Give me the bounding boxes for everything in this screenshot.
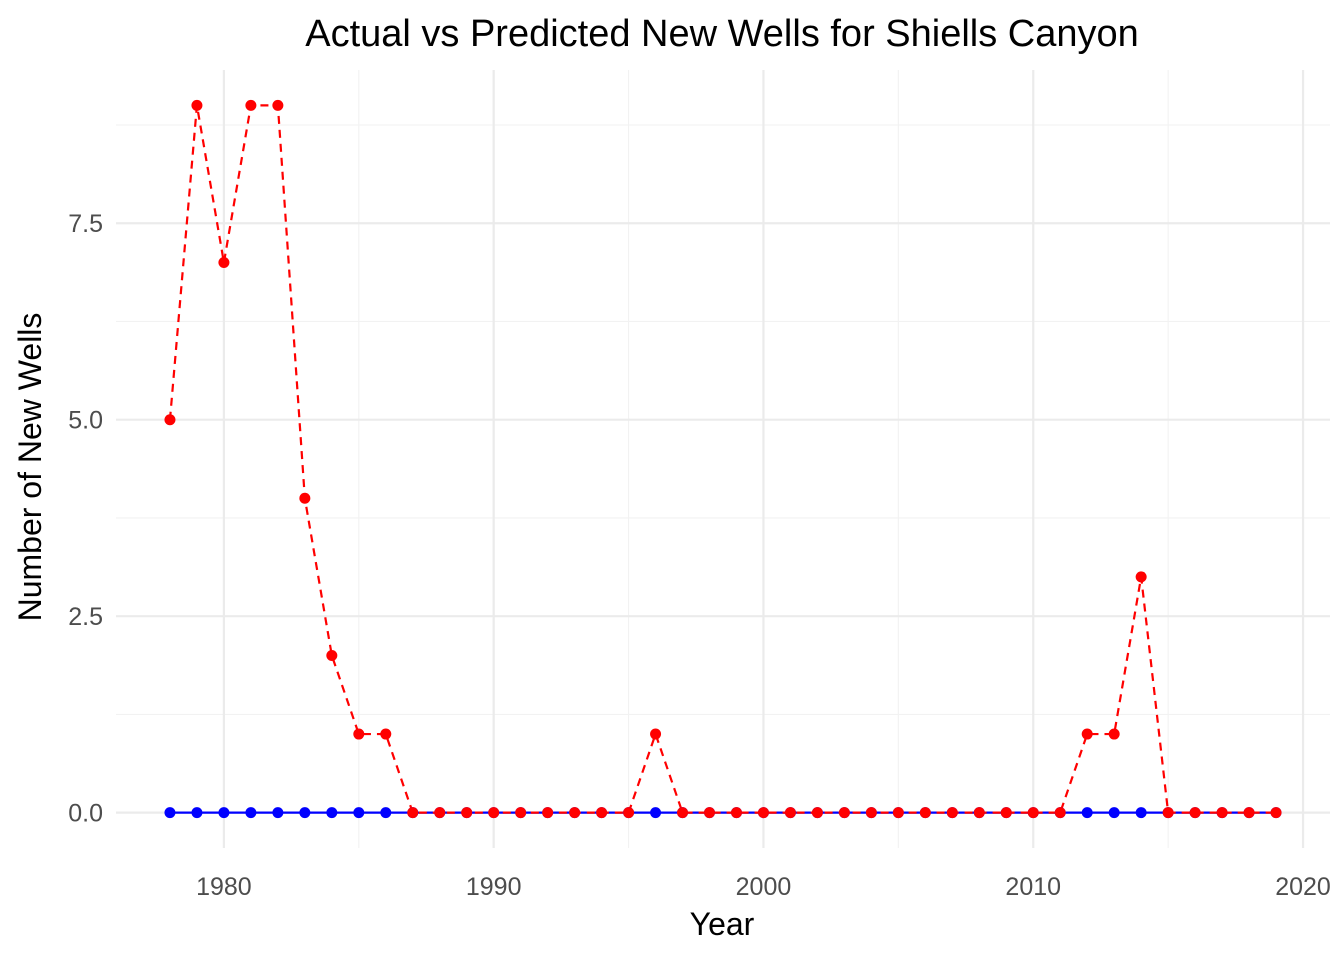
series-2-point xyxy=(650,728,662,740)
series-2-point xyxy=(434,807,446,819)
series-2-point xyxy=(1108,728,1120,740)
series-2-point xyxy=(973,807,985,819)
series-2-point xyxy=(569,807,581,819)
series-1-point xyxy=(164,807,176,819)
x-tick-label: 2020 xyxy=(1275,873,1331,901)
x-tick-label: 1990 xyxy=(466,873,522,901)
series-1-point xyxy=(218,807,230,819)
y-tick-label: 5.0 xyxy=(68,407,103,435)
series-2-point xyxy=(892,807,904,819)
series-2-point xyxy=(730,807,742,819)
series-2-point xyxy=(488,807,500,819)
series-2-point xyxy=(838,807,850,819)
series-2-point xyxy=(677,807,689,819)
x-tick-label: 2000 xyxy=(736,873,792,901)
y-tick-label: 7.5 xyxy=(68,210,103,238)
series-2-point xyxy=(1270,807,1282,819)
series-2-point xyxy=(596,807,608,819)
grid xyxy=(116,70,1330,848)
series-1-point xyxy=(1108,807,1120,819)
series-2-point xyxy=(1135,571,1147,583)
series-2-line xyxy=(168,104,1277,814)
series-1-point xyxy=(299,807,311,819)
series-2-point xyxy=(407,807,419,819)
series-2-point xyxy=(272,99,284,111)
series-2-point xyxy=(1054,807,1066,819)
series-2-point xyxy=(1243,807,1255,819)
y-axis-title: Number of New Wells xyxy=(12,313,48,622)
series-2-point xyxy=(326,649,338,661)
plot-area xyxy=(164,99,1282,819)
series-2-point xyxy=(919,807,931,819)
series-2-point xyxy=(245,99,257,111)
series-2-point xyxy=(757,807,769,819)
y-tick-label: 2.5 xyxy=(68,603,103,631)
series-1-point xyxy=(1081,807,1093,819)
series-2-point xyxy=(299,492,311,504)
series-1-point xyxy=(191,807,203,819)
series-2-point xyxy=(1081,728,1093,740)
x-tick-label: 1980 xyxy=(196,873,252,901)
series-2-point xyxy=(623,807,635,819)
series-2-point xyxy=(1189,807,1201,819)
series-1-point xyxy=(380,807,392,819)
series-2-point xyxy=(704,807,716,819)
series-1-point xyxy=(326,807,338,819)
series-2-point xyxy=(946,807,958,819)
series-2-point xyxy=(1216,807,1228,819)
series-2-point xyxy=(515,807,527,819)
series-2-point xyxy=(380,728,392,740)
series-1-point xyxy=(650,807,662,819)
series-2-point xyxy=(811,807,823,819)
series-2-point xyxy=(542,807,554,819)
series-2-point xyxy=(1027,807,1039,819)
series-2-point xyxy=(191,99,203,111)
series-2-point xyxy=(865,807,877,819)
x-tick-label: 2010 xyxy=(1005,873,1061,901)
series-1-point xyxy=(353,807,365,819)
series-1-point xyxy=(1135,807,1147,819)
series-2-point xyxy=(784,807,796,819)
series-2-point xyxy=(218,257,230,269)
series-2-point xyxy=(461,807,473,819)
series-2-point xyxy=(353,728,365,740)
series-1-point xyxy=(245,807,257,819)
x-axis-title: Year xyxy=(690,906,755,942)
series-1-point xyxy=(272,807,284,819)
series-2-point xyxy=(164,414,176,426)
series-2-point xyxy=(1162,807,1174,819)
chart-title: Actual vs Predicted New Wells for Shiell… xyxy=(305,13,1139,55)
series-2-point xyxy=(1000,807,1012,819)
y-tick-label: 0.0 xyxy=(68,800,103,828)
axis-ticks: 1980 1990 2000 2010 2020 0.0 2.5 5.0 7.5 xyxy=(68,210,1331,901)
